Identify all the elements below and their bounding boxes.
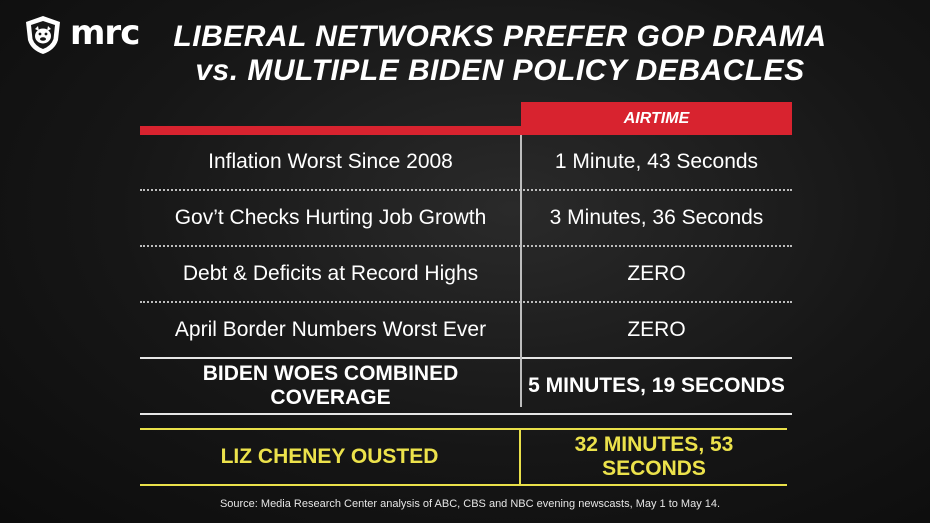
table-body: Inflation Worst Since 2008 1 Minute, 43 … — [140, 135, 792, 415]
mrc-logo: mrc — [22, 13, 140, 56]
airtime-table: AIRTIME Inflation Worst Since 2008 1 Min… — [140, 102, 792, 415]
table-header: AIRTIME — [140, 102, 792, 135]
title-line-2: vs. MULTIPLE BIDEN POLICY DEBACLES — [70, 54, 930, 88]
airtime-column-header: AIRTIME — [521, 102, 792, 135]
topic-cell: Gov’t Checks Hurting Job Growth — [174, 206, 487, 229]
highlight-row: LIZ CHENEY OUSTED 32 MINUTES, 53 SECONDS — [140, 428, 787, 486]
title-vs: vs. — [195, 54, 239, 87]
topic-cell: April Border Numbers Worst Ever — [174, 318, 487, 341]
title-line-2-rest: MULTIPLE BIDEN POLICY DEBACLES — [238, 54, 805, 87]
airtime-cell: 1 Minute, 43 Seconds — [554, 150, 759, 173]
source-note: Source: Media Research Center analysis o… — [219, 498, 721, 510]
table-row: Gov’t Checks Hurting Job Growth 3 Minute… — [140, 191, 792, 247]
total-row: BIDEN WOES COMBINED COVERAGE 5 MINUTES, … — [140, 359, 792, 415]
airtime-cell: ZERO — [627, 318, 686, 341]
table-row: Inflation Worst Since 2008 1 Minute, 43 … — [140, 135, 792, 191]
total-airtime-cell: 5 MINUTES, 19 SECONDS — [528, 374, 785, 397]
logo-wordmark: mrc — [70, 13, 140, 53]
column-divider — [520, 135, 522, 407]
total-topic-cell: BIDEN WOES COMBINED COVERAGE — [202, 362, 459, 409]
highlight-divider — [519, 430, 521, 484]
bulldog-shield-icon — [26, 16, 60, 54]
topic-cell: Debt & Deficits at Record Highs — [182, 262, 479, 285]
highlight-topic-cell: LIZ CHENEY OUSTED — [220, 445, 439, 468]
highlight-airtime-cell: 32 MINUTES, 53 SECONDS — [574, 433, 734, 480]
header-red-rule — [140, 126, 792, 135]
table-row: April Border Numbers Worst Ever ZERO — [140, 303, 792, 359]
chart-title: LIBERAL NETWORKS PREFER GOP DRAMA vs. MU… — [0, 20, 930, 88]
title-line-1: LIBERAL NETWORKS PREFER GOP DRAMA — [173, 20, 827, 53]
airtime-cell: 3 Minutes, 36 Seconds — [549, 206, 764, 229]
topic-cell: Inflation Worst Since 2008 — [208, 150, 453, 173]
airtime-cell: ZERO — [627, 262, 686, 285]
table-row: Debt & Deficits at Record Highs ZERO — [140, 247, 792, 303]
